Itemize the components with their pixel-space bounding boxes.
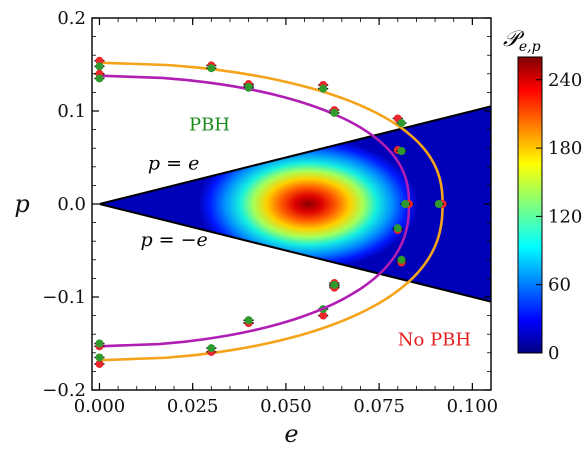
data-point-red [319, 311, 328, 320]
series-layer [94, 56, 448, 368]
y-tick-label: 0.0 [57, 194, 86, 215]
annotation-label: p = −e [140, 229, 207, 251]
data-point-green [401, 200, 410, 208]
colorbar-tick-label: 60 [548, 275, 571, 296]
y-tick-label: 0.1 [57, 101, 86, 122]
annotation-label: p = e [148, 153, 199, 175]
data-point-green [95, 62, 104, 71]
data-point-green [207, 64, 216, 73]
data-point-green [397, 146, 406, 155]
data-point-green [244, 82, 253, 91]
data-point-green [95, 74, 104, 83]
data-point-green [330, 108, 339, 117]
data-point-green [397, 255, 406, 264]
wedge-lower-boundary [99, 203, 491, 303]
colorbar-title: 𝒫e,p [503, 27, 541, 55]
data-point-green [95, 339, 104, 348]
colorbar-tick-label: 120 [548, 206, 582, 227]
x-axis-label: e [284, 420, 298, 448]
tick-layer: 0.000 0.025 0.050 0.075 0.100 −0.2 −0.1 0.0 0.1 0… [42, 8, 498, 417]
data-point-green [434, 200, 443, 208]
x-tick-label: 0.050 [260, 396, 312, 417]
data-point-green [207, 344, 216, 353]
data-point-green [393, 224, 402, 233]
y-tick-label: 0.2 [57, 8, 86, 29]
colorbar-ticks: 0 60 120 180 240 [536, 70, 582, 364]
colorbar-tick-label: 180 [548, 138, 582, 159]
fit-curve [99, 61, 444, 362]
colorbar-title-subscript: e,p [519, 39, 541, 55]
x-tick-label: 0.025 [167, 396, 219, 417]
y-tick-label: −0.1 [42, 287, 86, 308]
annotation-label: PBH [189, 115, 230, 136]
data-point-red [95, 359, 104, 368]
data-point-green [330, 280, 339, 289]
x-tick-label: 0.075 [353, 396, 405, 417]
data-point-red [95, 56, 104, 65]
colorbar-gradient [517, 56, 543, 354]
wedge-upper-boundary [99, 105, 491, 205]
x-tick-label: 0.100 [447, 396, 499, 417]
annotation-layer: PBH No PBH p = e p = −e [140, 115, 471, 351]
colorbar-tick-label: 240 [548, 70, 582, 91]
x-tick-label: 0.000 [74, 396, 126, 417]
data-point-green [397, 119, 406, 128]
y-axis-label: p [14, 190, 29, 218]
annotation-label: No PBH [398, 329, 471, 350]
fit-curve [99, 74, 411, 348]
y-tick-label: −0.2 [42, 380, 86, 401]
data-point-green [95, 353, 104, 362]
colorbar-tick-label: 0 [548, 343, 559, 364]
data-point-green [244, 316, 253, 325]
colorbar: 0 60 120 180 240 𝒫e,p [503, 27, 582, 364]
data-point-green [319, 84, 328, 93]
